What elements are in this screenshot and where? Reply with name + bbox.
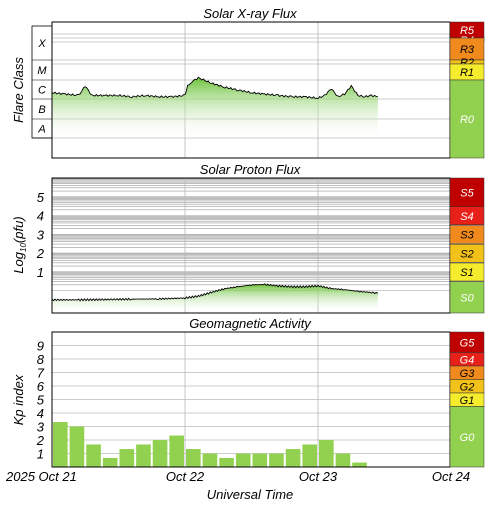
scale-label-g3: G3	[460, 368, 476, 380]
scale-label-r3: R3	[460, 44, 475, 56]
kp-tick-3: 3	[37, 420, 45, 435]
proton-gridlines	[52, 178, 450, 291]
kp-bar	[219, 457, 234, 467]
scale-label-s0: S0	[460, 292, 474, 304]
kp-bars	[53, 422, 367, 467]
proton-y-ticks: 1 2 3 4 5	[36, 190, 45, 280]
scale-block-s5	[449, 177, 485, 207]
proton-flux-line	[51, 283, 379, 302]
solar-radiation-scale: S5 S4 S3 S2 S1 S0	[449, 177, 485, 314]
scale-label-g1: G1	[460, 395, 475, 407]
proton-ylabel-rest: (pfu)	[11, 216, 26, 243]
kp-bar	[86, 444, 101, 467]
kp-bar	[352, 462, 367, 467]
kp-ylabel: Kp index	[11, 374, 26, 425]
scale-label-s2: S2	[460, 248, 473, 260]
x-axis-label: Universal Time	[207, 487, 294, 502]
kp-bar	[319, 440, 334, 467]
x-tick-label: Oct 23	[299, 469, 338, 484]
kp-tick-6: 6	[37, 379, 45, 394]
scale-block-r0	[449, 79, 485, 159]
scale-block-s3	[449, 225, 485, 244]
proton-tick-2: 2	[36, 246, 45, 261]
kp-bar	[169, 435, 184, 467]
kp-title: Geomagnetic Activity	[189, 316, 312, 331]
x-tick-label: 2025 Oct 21	[5, 469, 77, 484]
proton-ylabel: Log10(pfu)	[11, 216, 28, 273]
proton-ylabel-main: Log	[11, 251, 26, 273]
scale-block-s4	[449, 206, 485, 225]
kp-bar	[335, 453, 351, 467]
scale-block-s0	[449, 281, 485, 314]
scale-label-s4: S4	[460, 211, 473, 223]
kp-bar	[136, 444, 151, 467]
proton-ylabel-sub: 10	[19, 243, 28, 252]
kp-tick-9: 9	[37, 339, 44, 354]
flare-class-m: M	[37, 65, 47, 77]
scale-block-s1	[449, 262, 485, 282]
scale-label-s5: S5	[460, 187, 474, 199]
kp-bar	[302, 444, 317, 467]
kp-tick-1: 1	[37, 447, 44, 462]
proton-tick-5: 5	[37, 190, 45, 205]
kp-bar	[202, 453, 218, 467]
xray-flux-line	[51, 76, 378, 100]
kp-tick-7: 7	[37, 366, 45, 381]
kp-vertical-gridlines	[184, 332, 319, 467]
proton-tick-4: 4	[37, 209, 44, 224]
scale-label-r1: R1	[460, 67, 474, 79]
scale-label-g0: G0	[460, 432, 476, 444]
kp-gridlines	[52, 345, 450, 454]
kp-panel: Geomagnetic Activity Kp index 123456789 …	[11, 316, 485, 468]
proton-tick-3: 3	[37, 227, 45, 242]
scale-label-s3: S3	[460, 230, 474, 242]
kp-bar	[252, 453, 268, 467]
proton-tick-1: 1	[37, 265, 44, 280]
flare-class-a: A	[37, 124, 45, 136]
scale-block-g0	[449, 406, 485, 468]
radio-blackout-scale: R5R4R3R2R1R0	[449, 21, 485, 159]
kp-bar	[102, 457, 118, 467]
scale-label-g2: G2	[460, 381, 475, 393]
kp-bar	[235, 453, 251, 467]
scale-label-r5: R5	[460, 25, 475, 37]
xray-title: Solar X-ray Flux	[203, 6, 297, 21]
scale-label-g5: G5	[460, 337, 476, 349]
xray-fill-area	[52, 77, 378, 140]
kp-bar	[269, 453, 284, 467]
kp-tick-2: 2	[36, 433, 45, 448]
scale-label-s1: S1	[460, 267, 473, 279]
kp-bar	[152, 440, 168, 467]
flare-class-x: X	[37, 38, 46, 50]
xray-ylabel: Flare Class	[11, 57, 26, 123]
x-tick-label: Oct 24	[432, 469, 470, 484]
kp-tick-5: 5	[37, 393, 45, 408]
scale-label-g4: G4	[460, 354, 475, 366]
xray-flux-fill	[52, 77, 378, 140]
kp-bar	[69, 426, 85, 467]
scale-block-s2	[449, 244, 485, 263]
x-tick-label: Oct 22	[166, 469, 205, 484]
scale-label-r0: R0	[460, 114, 475, 126]
proton-title: Solar Proton Flux	[200, 162, 301, 177]
proton-fill-area	[52, 283, 378, 313]
kp-tick-4: 4	[37, 406, 44, 421]
flare-class-b: B	[38, 104, 45, 116]
flare-class-c: C	[38, 85, 46, 97]
kp-bar	[53, 422, 68, 467]
kp-tick-8: 8	[37, 352, 45, 367]
kp-bar	[186, 449, 201, 467]
proton-flux-fill	[52, 283, 378, 313]
x-axis-ticks: 2025 Oct 21 Oct 22 Oct 23 Oct 24	[5, 469, 470, 484]
kp-bar	[285, 449, 301, 467]
kp-bar	[119, 449, 135, 467]
